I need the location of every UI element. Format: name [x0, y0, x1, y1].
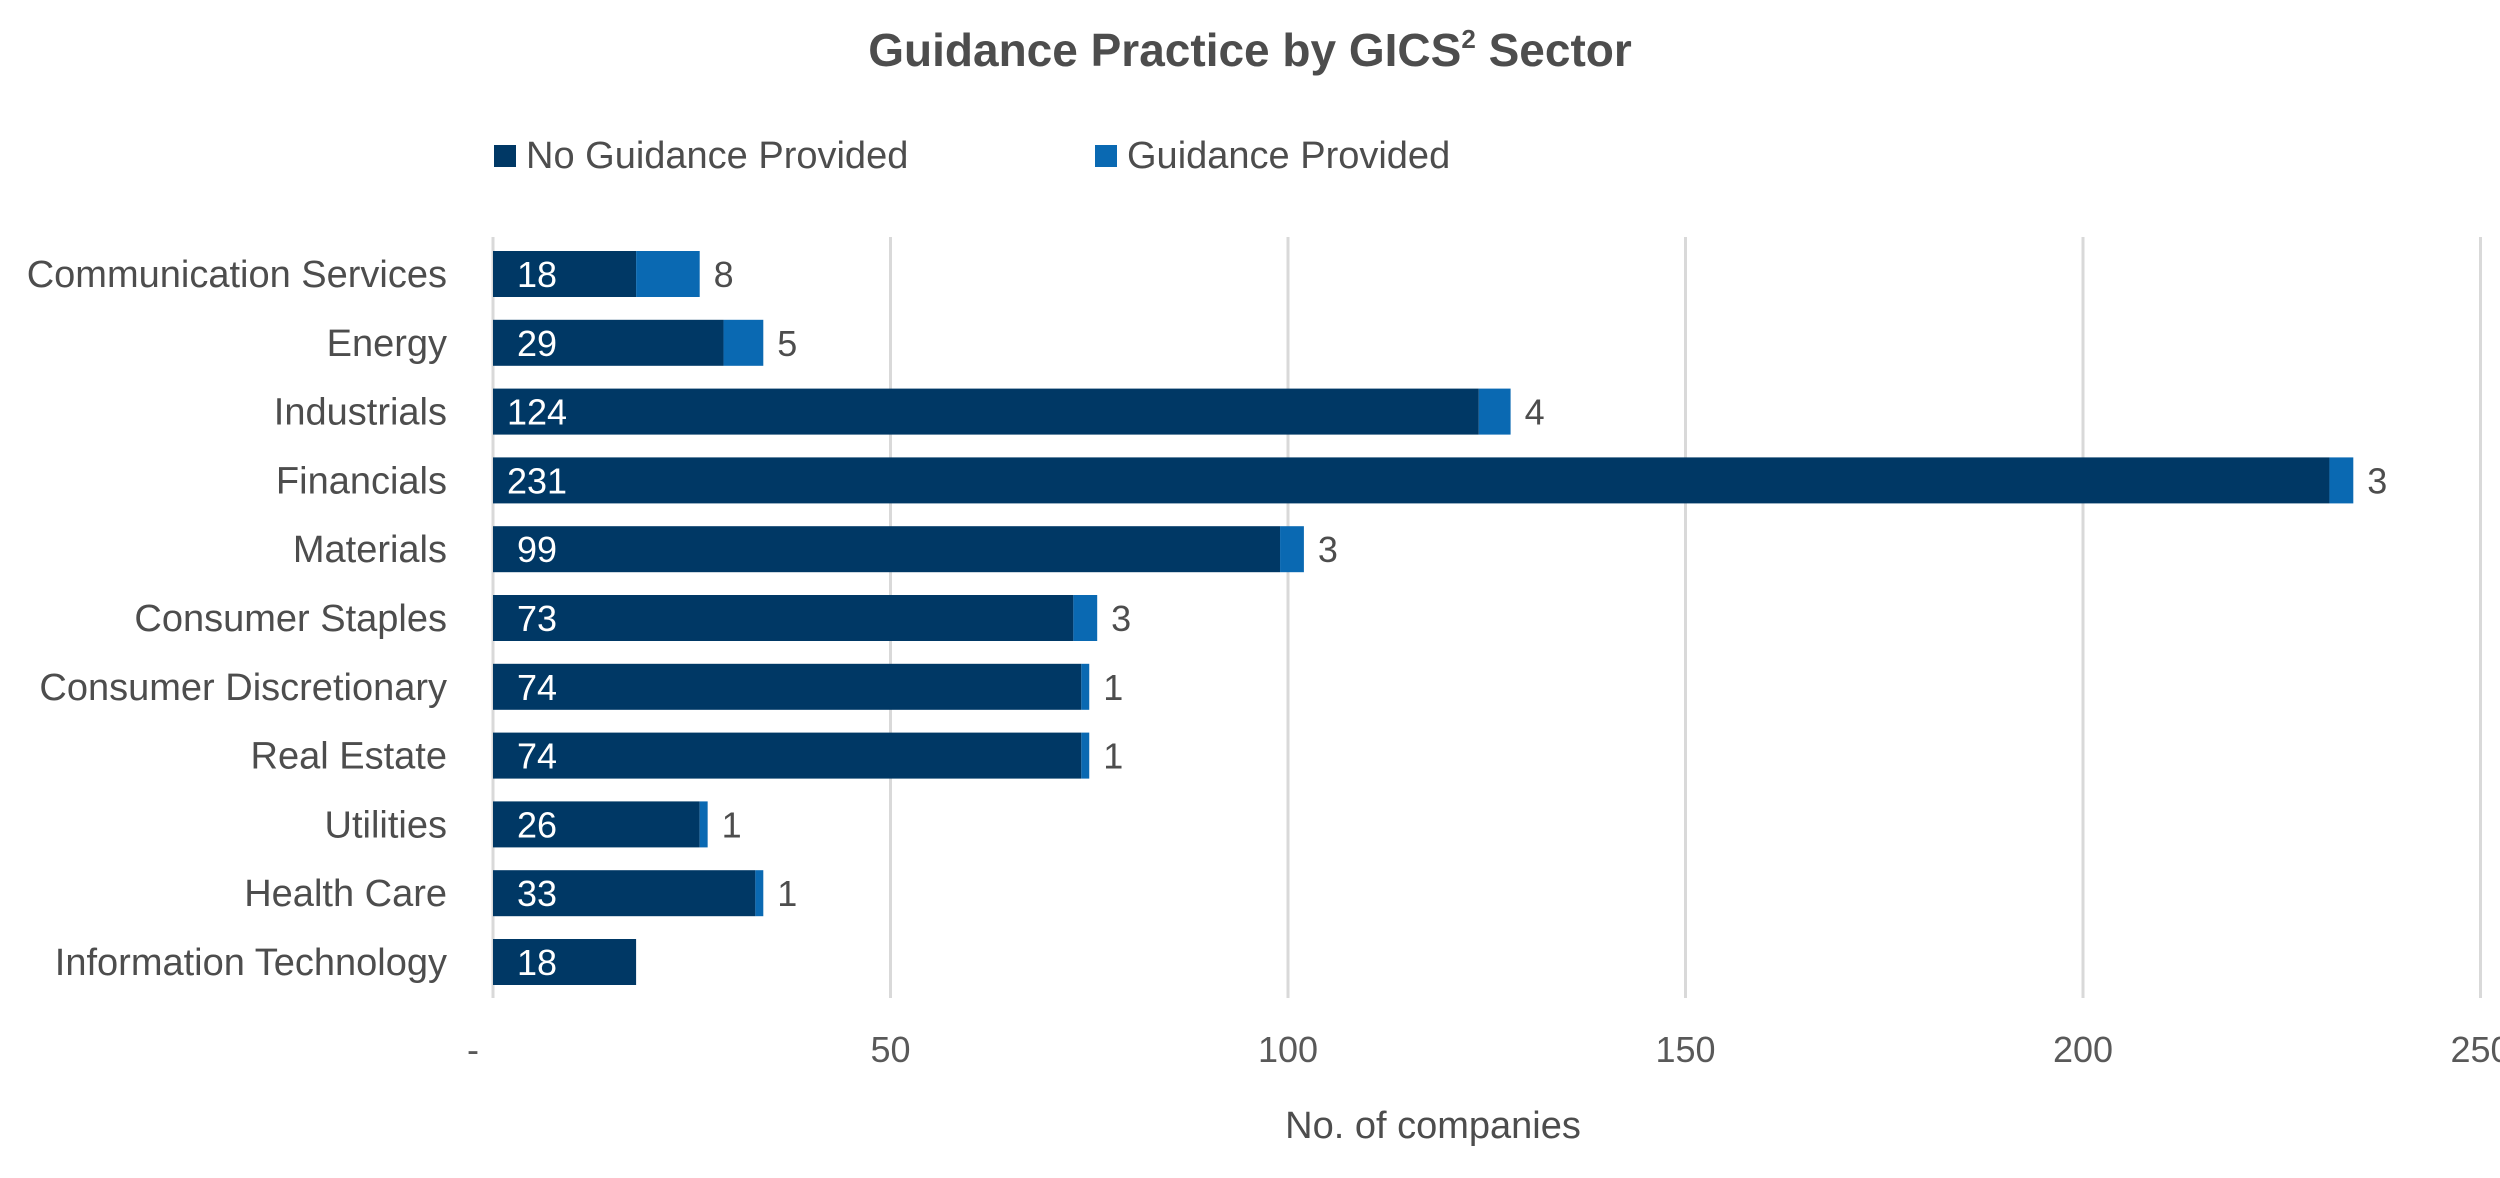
bar-guidance	[636, 251, 700, 297]
data-label-no-guidance: 73	[517, 598, 557, 639]
data-label-no-guidance: 124	[507, 392, 567, 433]
legend-swatch-no-guidance	[494, 145, 516, 167]
data-label-guidance: 3	[1111, 598, 1131, 639]
bar-guidance	[723, 319, 764, 366]
bar-no-guidance	[493, 526, 1281, 573]
data-label-no-guidance: 26	[517, 804, 557, 845]
data-label-guidance: 3	[2367, 460, 2387, 501]
x-tick-label: 200	[2053, 1029, 2113, 1070]
x-tick-label: 50	[870, 1029, 910, 1070]
bar-guidance	[1280, 526, 1304, 573]
data-label-no-guidance: 18	[517, 942, 557, 983]
legend-label-guidance: Guidance Provided	[1127, 135, 1450, 177]
category-label: Information Technology	[55, 942, 447, 984]
category-label: Utilities	[325, 804, 447, 846]
bar-guidance	[1478, 388, 1511, 435]
data-label-guidance: 1	[1103, 667, 1123, 708]
category-label: Consumer Discretionary	[39, 667, 447, 709]
legend-swatch-guidance	[1095, 145, 1117, 167]
chart-title: Guidance Practice by GICS2 Sector	[868, 24, 1632, 76]
bar-guidance	[699, 801, 708, 848]
x-axis-title: No. of companies	[1285, 1105, 1581, 1147]
x-tick-label: 250	[2450, 1029, 2500, 1070]
data-label-no-guidance: 99	[517, 529, 557, 570]
data-label-guidance: 3	[1318, 529, 1338, 570]
category-labels: Communication Services Energy Industrials F…	[27, 254, 447, 984]
x-tick-label: 150	[1655, 1029, 1715, 1070]
bars: 18 8 29 5 124 4 231 3 99 3 73 3 74 1 74 1 26 1 33 1 18	[493, 251, 2387, 985]
data-label-no-guidance: 29	[517, 323, 557, 364]
data-label-no-guidance: 74	[517, 667, 557, 708]
data-label-guidance: 5	[777, 323, 797, 364]
chart-title-suffix: Sector	[1476, 24, 1632, 76]
category-label: Real Estate	[251, 736, 447, 778]
bar-no-guidance	[493, 319, 724, 366]
bar-guidance	[2329, 457, 2354, 504]
category-label: Industrials	[274, 392, 447, 434]
bar-guidance	[1081, 663, 1090, 710]
bar-guidance	[1073, 595, 1098, 641]
bar-no-guidance	[493, 457, 2330, 504]
bar-no-guidance	[493, 801, 700, 848]
x-axis-ticks: - 50 100 150 200 250	[467, 1029, 2500, 1070]
bar-no-guidance	[493, 595, 1074, 641]
category-label: Energy	[327, 323, 447, 365]
chart-title-superscript: 2	[1461, 24, 1475, 54]
bar-no-guidance	[493, 939, 637, 985]
legend: No Guidance Provided Guidance Provided	[494, 135, 1450, 177]
data-label-guidance: 1	[777, 873, 797, 914]
chart-title-main: Guidance Practice by GICS	[868, 24, 1461, 76]
category-label: Health Care	[244, 873, 447, 915]
bar-no-guidance	[493, 663, 1082, 710]
data-label-no-guidance: 74	[517, 736, 557, 777]
x-tick-label: 100	[1258, 1029, 1318, 1070]
category-label: Financials	[276, 460, 447, 502]
data-label-no-guidance: 33	[517, 873, 557, 914]
data-label-guidance: 8	[714, 254, 734, 295]
data-label-guidance: 1	[1103, 736, 1123, 777]
category-label: Materials	[293, 529, 447, 571]
category-label: Consumer Staples	[134, 598, 447, 640]
bar-no-guidance	[493, 870, 756, 917]
legend-label-no-guidance: No Guidance Provided	[526, 135, 908, 177]
data-label-no-guidance: 18	[517, 254, 557, 295]
category-label: Communication Services	[27, 254, 447, 296]
bar-guidance	[755, 870, 764, 917]
bar-no-guidance	[493, 251, 637, 297]
x-tick-label: -	[467, 1029, 479, 1070]
data-label-guidance: 1	[722, 804, 742, 845]
data-label-guidance: 4	[1525, 392, 1545, 433]
bar-no-guidance	[493, 732, 1082, 779]
data-label-no-guidance: 231	[507, 460, 567, 501]
bar-guidance	[1081, 732, 1090, 779]
bar-no-guidance	[493, 388, 1479, 435]
